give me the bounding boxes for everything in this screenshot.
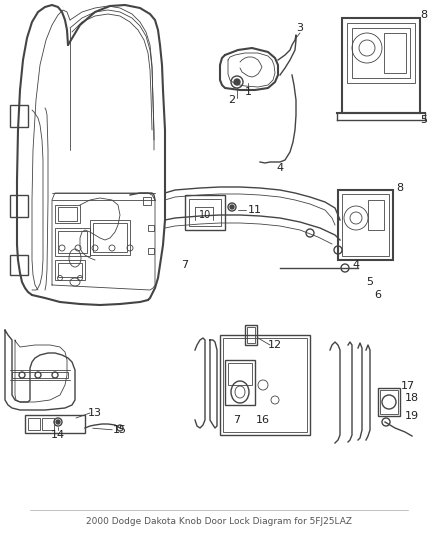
Bar: [384, 33, 406, 73]
Bar: [220, 335, 310, 435]
Bar: [10, 105, 28, 127]
Bar: [342, 18, 420, 113]
Bar: [378, 388, 400, 416]
Text: 1: 1: [244, 87, 251, 97]
Text: 15: 15: [113, 425, 127, 435]
Bar: [55, 260, 85, 280]
Text: 8: 8: [396, 183, 403, 193]
Text: 18: 18: [405, 393, 419, 403]
Bar: [28, 418, 40, 430]
Text: 14: 14: [51, 430, 65, 440]
Bar: [380, 390, 398, 414]
Text: 17: 17: [401, 381, 415, 391]
Bar: [342, 194, 389, 256]
Bar: [58, 263, 82, 277]
Text: 12: 12: [268, 340, 282, 350]
Circle shape: [56, 420, 60, 424]
Bar: [347, 23, 415, 83]
Bar: [223, 338, 307, 432]
Bar: [228, 363, 252, 385]
Text: 3: 3: [297, 23, 304, 33]
Bar: [55, 228, 90, 256]
Bar: [143, 197, 151, 205]
Bar: [93, 223, 127, 252]
Text: 7: 7: [233, 415, 240, 425]
Text: 6: 6: [374, 290, 381, 300]
Text: 4: 4: [353, 260, 360, 270]
Text: 7: 7: [181, 260, 189, 270]
Text: 19: 19: [405, 411, 419, 421]
Text: 16: 16: [256, 415, 270, 425]
Text: 5: 5: [367, 277, 374, 287]
Bar: [368, 200, 384, 230]
Bar: [10, 255, 28, 275]
Bar: [25, 415, 85, 433]
Circle shape: [230, 205, 234, 209]
Text: 5: 5: [420, 115, 427, 125]
Text: 8: 8: [420, 10, 427, 20]
Bar: [42, 418, 54, 430]
Circle shape: [234, 79, 240, 85]
Text: 10: 10: [199, 210, 211, 220]
Bar: [189, 199, 221, 226]
Bar: [185, 195, 225, 230]
Text: 4: 4: [276, 163, 283, 173]
Bar: [247, 327, 255, 343]
Bar: [12, 372, 68, 378]
Bar: [148, 225, 154, 231]
Text: 2: 2: [229, 95, 236, 105]
Bar: [90, 220, 130, 255]
Bar: [58, 207, 77, 221]
Bar: [10, 195, 28, 217]
Bar: [245, 325, 257, 345]
Bar: [148, 248, 154, 254]
Bar: [55, 205, 80, 223]
Bar: [338, 190, 393, 260]
Text: 11: 11: [248, 205, 262, 215]
Bar: [225, 360, 255, 405]
Text: 2000 Dodge Dakota Knob Door Lock Diagram for 5FJ25LAZ: 2000 Dodge Dakota Knob Door Lock Diagram…: [86, 518, 352, 527]
Text: 13: 13: [88, 408, 102, 418]
Bar: [352, 28, 410, 78]
Bar: [58, 231, 87, 253]
